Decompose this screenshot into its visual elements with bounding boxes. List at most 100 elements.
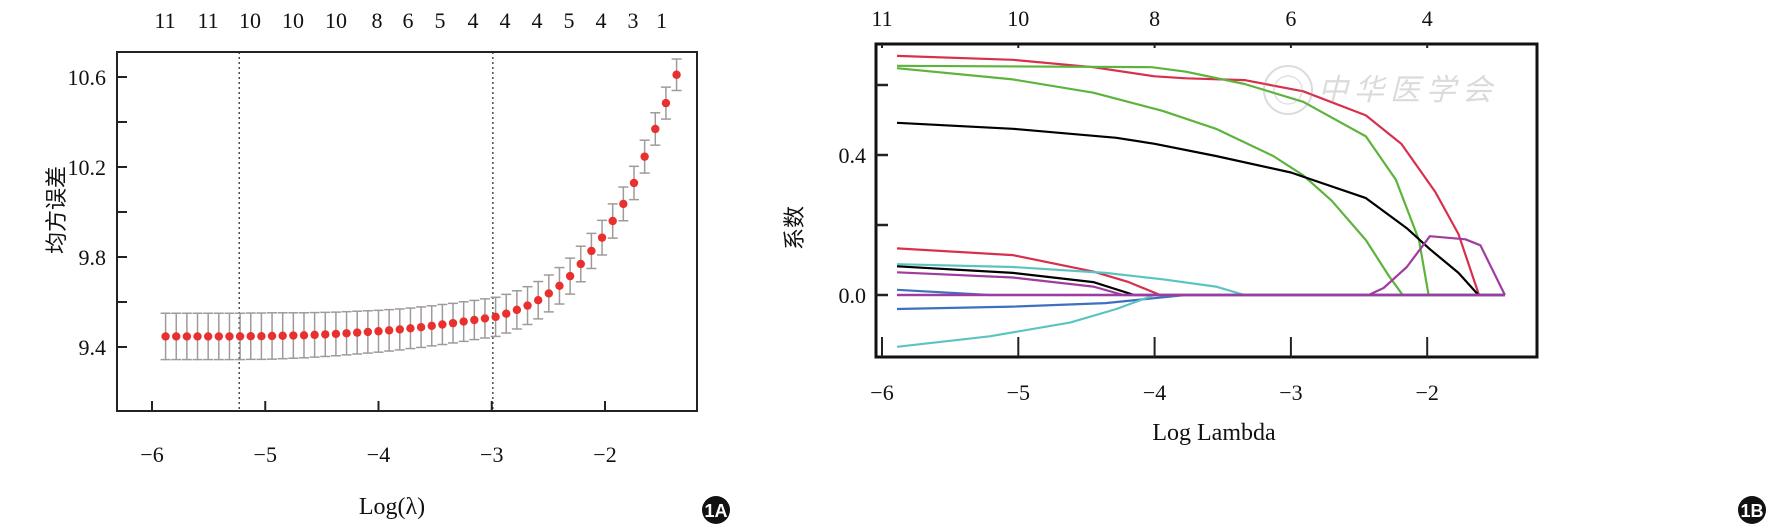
coefficient-path-green-2 [896,67,1505,297]
mse-point [235,332,245,341]
mse-point [619,199,628,209]
mse-point [608,216,617,226]
mse-point [597,233,607,242]
panel-b-coefficient-paths: −6 −5 −4 −3 −2 0.0 0.4 11 10 8 6 4 Log Lambda 系数 中华… [783,6,1766,524]
top-axis-label: 10 [325,8,347,33]
mse-point [448,318,458,328]
mse-point [555,281,564,290]
mse-point [629,178,639,188]
x-tick-label: −2 [593,442,616,467]
coefficient-path-black-1 [896,121,1505,297]
top-axis-label: 10 [282,8,304,33]
x-tick-label: −5 [254,442,277,467]
mse-point [480,314,490,323]
x-axis-label: Log(λ) [359,494,425,520]
mse-point [587,246,596,256]
panel-a-cv-plot: −6 −5 −4 −3 −29.49.810.210.611 11 10 10 10 8 6 5 4 4 4… [45,8,730,524]
mse-point [353,328,362,337]
mse-point [267,331,277,341]
y-tick-label: 10.6 [68,65,107,90]
mse-point [278,331,287,340]
y-tick-label: 0.0 [839,283,867,308]
y-tick-label: 9.4 [79,335,107,360]
watermark-logo: 中华医学会 [1263,65,1498,115]
mse-point [640,152,649,161]
mse-point [161,332,170,341]
top-axis-label: 5 [563,8,574,33]
mse-point [395,325,404,334]
mse-point [203,332,213,341]
mse-point [246,332,255,341]
top-axis-label: 3 [627,8,638,33]
mse-point [406,324,415,333]
x-tick-label: −6 [870,380,893,405]
mse-point [576,259,585,269]
mse-point [427,321,436,331]
mse-point [299,331,309,340]
x-tick-label: −3 [480,442,503,467]
mse-point [342,329,351,338]
top-axis-label: 4 [500,8,511,33]
x-tick-label: −3 [1279,380,1302,405]
mse-point [214,332,224,341]
y-tick-label: 10.2 [68,155,107,180]
coefficient-path-purple-2 [897,235,1506,297]
mse-point [225,332,234,341]
mse-point [438,320,447,329]
coefficient-path-black-2 [896,265,1505,297]
mse-point [470,315,479,325]
panel-label-1a: 1A [704,501,727,521]
coefficient-path-cyan-1 [896,263,1505,297]
coefficient-path-blue-2 [896,293,1505,311]
top-axis-label: 8 [1149,6,1160,31]
mse-point [651,124,660,134]
mse-point [672,70,681,79]
mse-point [502,309,511,318]
plot-frame [874,42,1539,359]
top-axis-label: 6 [1285,6,1296,31]
top-axis-label: 4 [1422,6,1433,31]
mse-point [310,330,319,340]
mse-point [661,98,671,108]
y-axis-label: 均方误差 [45,166,70,254]
x-tick-label: −5 [1007,380,1030,405]
y-tick-label: 0.4 [839,143,867,168]
mse-point [182,332,192,341]
y-tick-label: 9.8 [79,245,107,270]
mse-point [491,312,500,322]
mse-point [459,317,468,326]
top-axis-label: 4 [467,8,478,33]
mse-point [172,332,181,341]
mse-point [374,327,383,336]
top-axis-label: 4 [532,8,543,33]
mse-point [544,289,554,298]
top-axis-label: 11 [154,8,175,33]
top-axis-label: 10 [239,8,261,33]
top-axis-label: 10 [1007,6,1029,31]
top-axis-label: 8 [372,8,383,33]
top-axis-label: 4 [596,8,607,33]
mse-point [193,332,202,341]
x-tick-label: −6 [140,442,163,467]
mse-point [363,327,373,337]
mse-point [384,326,394,335]
mse-point [289,331,298,340]
x-tick-label: −4 [1143,380,1166,405]
mse-point [257,332,266,341]
mse-point [416,323,426,332]
mse-point [523,301,532,310]
coefficient-path-cyan-2 [896,293,1505,348]
mse-point [321,330,330,339]
coefficient-path-green-1 [896,64,1505,297]
y-axis-label: 系数 [783,206,808,250]
top-axis-label: 11 [871,6,892,31]
mse-point [331,329,341,339]
watermark-text: 中华医学会 [1318,73,1498,108]
plot-frame [116,51,698,412]
mse-point [512,305,522,315]
panel-label-1b: 1B [1740,501,1763,521]
panel-badge [1738,496,1766,524]
mse-point [533,296,543,305]
